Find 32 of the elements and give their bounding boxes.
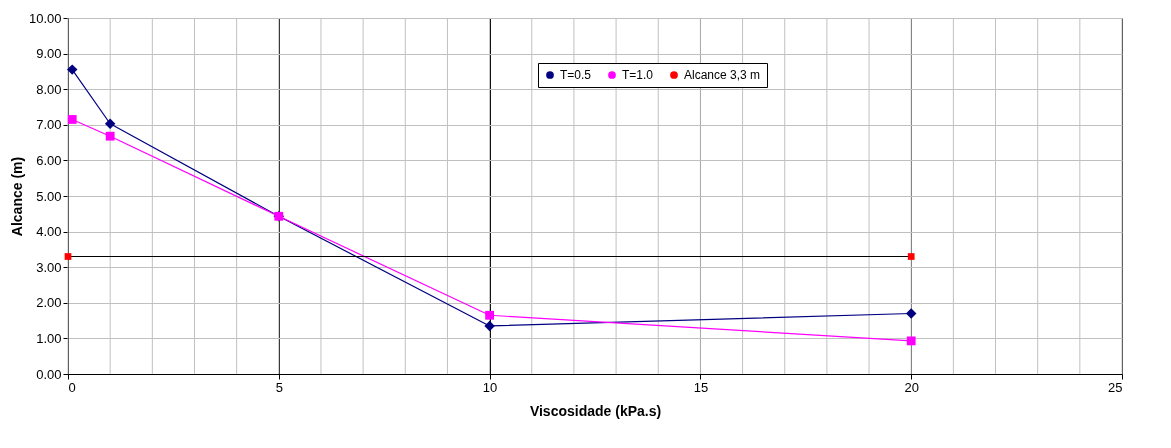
x-tick-label: 10 [482, 379, 498, 395]
point [906, 336, 916, 346]
y-tick-label: 2.00 [36, 295, 62, 311]
legend-label: Alcance 3,3 m [684, 68, 761, 82]
y-axis-title: Alcance (m) [8, 156, 25, 237]
y-tick-label: 1.00 [36, 330, 62, 346]
point [67, 115, 77, 124]
legend-label: T=1.0 [622, 68, 654, 82]
legend-label: T=0.5 [560, 68, 592, 82]
y-tick-label: 7.00 [36, 117, 62, 133]
y-tick-label: 3.00 [36, 259, 62, 275]
point [485, 310, 494, 320]
y-tick-label: 5.00 [36, 188, 62, 204]
point [905, 308, 917, 319]
y-tick-label: 4.00 [36, 224, 62, 240]
point [64, 253, 72, 260]
x-axis-title: Viscosidade (kPa.s) [529, 402, 662, 419]
y-tick-label: 6.00 [36, 152, 62, 168]
x-tick-label: 20 [904, 379, 919, 395]
y-tick-label: 10.00 [28, 10, 62, 26]
x-tick-label: 25 [1108, 379, 1123, 395]
point [66, 64, 78, 75]
x-tick-label: 0 [68, 379, 76, 395]
y-tick-label: 8.00 [36, 81, 62, 97]
point [105, 131, 115, 141]
y-tick-label: 9.00 [36, 46, 62, 62]
point [907, 253, 915, 260]
point [484, 320, 495, 332]
x-tick-label: 5 [275, 379, 283, 395]
x-tick-label: 15 [693, 379, 709, 395]
y-tick-label: 0.00 [36, 366, 62, 382]
point [104, 118, 116, 129]
